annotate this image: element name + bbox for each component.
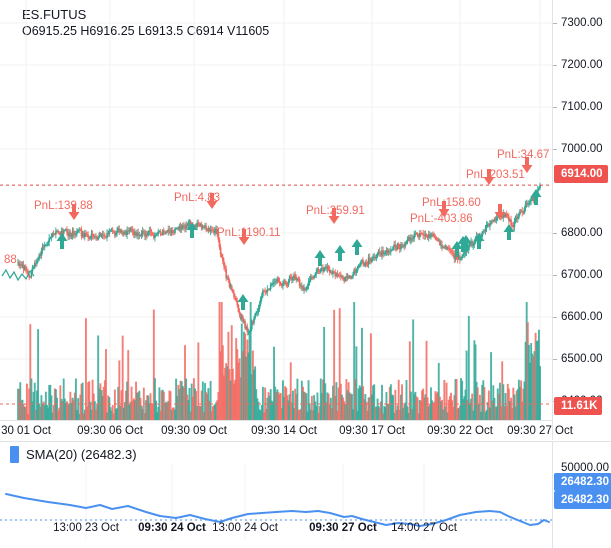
price-tick-7300: 7300.00 — [561, 17, 603, 29]
pnl-annotation-1190: PnL:1190.11 — [217, 227, 281, 239]
sma-tick-50000: 50000.00 — [561, 462, 609, 474]
pnl-annotation-4: PnL:4.83 — [174, 192, 221, 204]
pnl-annotation-203: PnL:203.51 — [466, 169, 525, 181]
time-tick-3: 09:30 14 Oct — [251, 425, 317, 437]
sma-chart-pane[interactable]: SMA(20) (26482.3) 50000.00 26482.30 2648… — [0, 441, 611, 548]
pnl-annotation-139: PnL:139.88 — [34, 200, 93, 212]
price-tick-7200: 7200.00 — [561, 59, 603, 71]
sma-badge-upper[interactable]: 26482.30 — [554, 473, 611, 491]
sma-time-tick-2: 13:00 24 Oct — [212, 522, 278, 534]
time-tick-2: 09:30 09 Oct — [161, 425, 227, 437]
price-plot — [0, 0, 552, 420]
price-axis[interactable]: 7300.00 7200.00 7100.00 7000.00 6914.00 … — [552, 0, 611, 440]
time-axis[interactable]: 30 01 Oct 09:30 06 Oct 09:30 09 Oct 09:3… — [0, 420, 573, 440]
volume-badge[interactable]: 11.61K — [554, 397, 603, 415]
price-tick-6700: 6700.00 — [561, 269, 603, 281]
time-tick-4: 09:30 17 Oct — [339, 425, 405, 437]
sma-legend-label: SMA(20) (26482.3) — [26, 447, 137, 462]
sma-time-tick-1: 09:30 24 Oct — [138, 522, 206, 534]
sma-axis[interactable]: 50000.00 26482.30 26482.30 — [552, 442, 611, 548]
sma-badge-lower[interactable]: 26482.30 — [554, 491, 611, 509]
pnl-annotation-34: PnL:34.67 — [497, 149, 550, 161]
last-price-badge[interactable]: 6914.00 — [554, 165, 608, 183]
pnl-annotation-259: PnL:259.91 — [306, 205, 365, 217]
sma-time-tick-3: 09:30 27 Oct — [309, 522, 377, 534]
sma-plot — [0, 464, 552, 539]
price-chart-pane[interactable]: ES.FUTUS O6915.25 H6916.25 L6913.5 C6914… — [0, 0, 611, 440]
sma-time-axis[interactable]: 13:00 23 Oct 09:30 24 Oct 13:00 24 Oct 0… — [0, 512, 552, 548]
time-tick-5: 09:30 22 Oct — [427, 425, 493, 437]
pnl-annotation-clipped: 88 — [4, 254, 17, 266]
price-tick-7100: 7100.00 — [561, 101, 603, 113]
time-tick-6: 09:30 27 Oct — [507, 425, 573, 437]
time-tick-0: 30 01 Oct — [1, 425, 51, 437]
price-tick-6500: 6500.00 — [561, 353, 603, 365]
sma-color-swatch — [10, 446, 19, 463]
price-tick-7000: 7000.00 — [561, 143, 603, 155]
price-tick-6600: 6600.00 — [561, 311, 603, 323]
chart-header: ES.FUTUS O6915.25 H6916.25 L6913.5 C6914… — [22, 6, 269, 40]
time-tick-1: 09:30 06 Oct — [77, 425, 143, 437]
price-tick-6800: 6800.00 — [561, 227, 603, 239]
sma-time-tick-4: 14:00 27 Oct — [391, 522, 457, 534]
sma-time-tick-0: 13:00 23 Oct — [53, 522, 119, 534]
pnl-annotation-neg403: PnL:-403.86 — [410, 213, 473, 225]
ohlc-values: O6915.25 H6916.25 L6913.5 C6914 V11605 — [22, 24, 270, 38]
symbol-title: ES.FUTUS — [22, 7, 87, 22]
sma-legend[interactable]: SMA(20) (26482.3) — [10, 446, 137, 463]
pnl-annotation-158: PnL:158.60 — [422, 197, 481, 209]
